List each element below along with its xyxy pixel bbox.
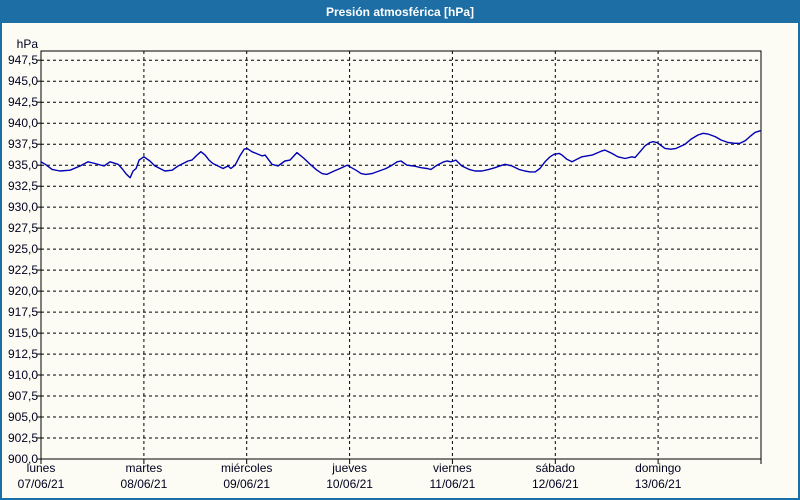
y-tick-label: 930,0 [8, 200, 38, 214]
y-tick-label: 927,5 [8, 221, 38, 235]
day-name-label: sábado [536, 461, 576, 475]
y-tick-label: 900,0 [8, 452, 38, 466]
y-tick-label: 912,5 [8, 347, 38, 361]
y-tick-label: 935,0 [8, 158, 38, 172]
y-tick-label: 920,0 [8, 284, 38, 298]
title-bar: Presión atmosférica [hPa] [0, 0, 800, 23]
plot-border [40, 50, 762, 460]
day-date-label: 09/06/21 [223, 477, 270, 491]
y-tick-label: 922,5 [8, 263, 38, 277]
chart-area: 947,5 945,0 942,5 940,0 937,5 935,0 932,5 930,0… [2, 23, 798, 498]
y-tick-label: 907,5 [8, 389, 38, 403]
pressure-chart: 947,5 945,0 942,5 940,0 937,5 935,0 932,5 930,0… [8, 37, 762, 491]
day-date-label: 12/06/21 [532, 477, 579, 491]
day-date-label: 07/06/21 [18, 477, 65, 491]
y-tick-label: 915,0 [8, 326, 38, 340]
day-name-label: martes [126, 461, 163, 475]
pressure-series-line [40, 130, 761, 179]
y-tick-label: 917,5 [8, 305, 38, 319]
y-tick-label: 925,0 [8, 242, 38, 256]
day-name-label: viernes [433, 461, 472, 475]
day-name-label: jueves [331, 461, 367, 475]
day-name-label: lunes [27, 461, 56, 475]
y-tick-label: 947,5 [8, 53, 38, 67]
y-tick-label: 940,0 [8, 116, 38, 130]
y-tick-label: 937,5 [8, 137, 38, 151]
y-tick-label: 902,5 [8, 431, 38, 445]
chart-title: Presión atmosférica [hPa] [325, 4, 475, 19]
day-date-label: 08/06/21 [121, 477, 168, 491]
day-date-label: 10/06/21 [326, 477, 373, 491]
day-date-label: 11/06/21 [429, 477, 475, 491]
y-tick-label: 942,5 [8, 95, 38, 109]
day-name-label: miércoles [221, 461, 272, 475]
y-axis-unit-label: hPa [17, 37, 39, 51]
day-name-label: domingo [635, 461, 681, 475]
day-date-label: 13/06/21 [635, 477, 682, 491]
y-tick-label: 945,0 [8, 74, 38, 88]
y-tick-label: 910,0 [8, 368, 38, 382]
y-tick-label: 905,0 [8, 410, 38, 424]
y-tick-label: 932,5 [8, 179, 38, 193]
